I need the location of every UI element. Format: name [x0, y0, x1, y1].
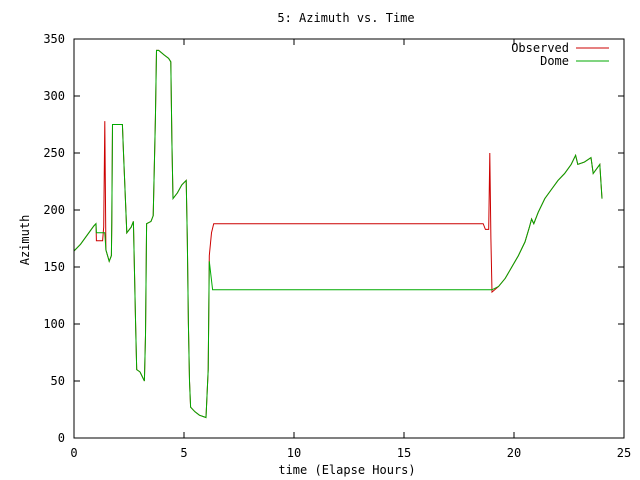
x-tick-label: 20: [507, 446, 521, 460]
x-tick-label: 10: [287, 446, 301, 460]
legend-label-dome: Dome: [540, 54, 569, 68]
x-tick-label: 25: [617, 446, 631, 460]
y-tick-label: 300: [43, 89, 65, 103]
y-tick-label: 200: [43, 203, 65, 217]
y-tick-label: 0: [58, 431, 65, 445]
x-tick-label: 0: [70, 446, 77, 460]
series-line-observed: [73, 49, 603, 419]
y-tick-label: 350: [43, 32, 65, 46]
x-axis-label: time (Elapse Hours): [278, 463, 415, 477]
y-tick-label: 250: [43, 146, 65, 160]
y-tick-label: 100: [43, 317, 65, 331]
plot-frame: [73, 38, 625, 439]
x-tick-label: 15: [397, 446, 411, 460]
series-line-dome: [73, 49, 603, 419]
legend-label-observed: Observed: [511, 41, 569, 55]
y-axis-label: Azimuth: [18, 215, 32, 266]
y-tick-label: 50: [51, 374, 65, 388]
y-tick-label: 150: [43, 260, 65, 274]
chart-title: 5: Azimuth vs. Time: [277, 11, 414, 25]
series-lines: [73, 49, 603, 419]
x-tick-label: 5: [180, 446, 187, 460]
